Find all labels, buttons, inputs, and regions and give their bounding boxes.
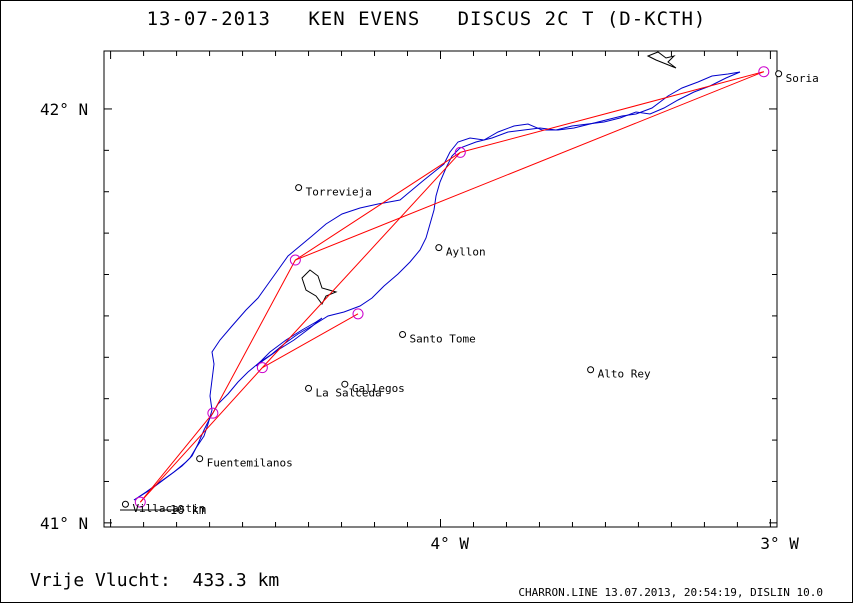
- place-marker: [295, 184, 303, 192]
- place-marker: [435, 244, 443, 252]
- place-label: Soria: [786, 72, 819, 85]
- place-markers: Soria Torrevieja Ayllon Santo Tome Alto Rey G…: [121, 70, 819, 515]
- turnpoint-marker: [289, 254, 301, 266]
- turnpoint-marker: [134, 496, 146, 508]
- task-leg: [212, 259, 296, 414]
- turnpoint-marker: [256, 362, 268, 374]
- program-info: CHARRON.LINE 13.07.2013, 20:54:19, DISLI…: [518, 586, 823, 599]
- scale-bar: 10 km: [120, 503, 206, 517]
- place-marker: [341, 380, 349, 388]
- place-marker: [775, 70, 783, 78]
- place-label: La Salceda: [316, 386, 382, 399]
- place-label: Torrevieja: [306, 186, 372, 199]
- flight-title: 13-07-2013 KEN EVENS DISCUS 2C T (D-KCTH…: [146, 8, 707, 30]
- distance-label: Vrije Vlucht: 433.3 km: [30, 570, 280, 591]
- place-marker: [305, 384, 313, 392]
- task-leg: [139, 367, 263, 503]
- axis-ticks: [104, 51, 777, 527]
- turnpoint-marker: [352, 308, 364, 320]
- lat-label: 42° N: [40, 100, 88, 119]
- place-marker: [399, 331, 407, 339]
- place-marker: [121, 500, 129, 508]
- place-label: Gallegos: [352, 382, 405, 395]
- task-leg: [295, 151, 461, 261]
- reservoir-outline: [301, 51, 677, 305]
- turnpoint-markers: [134, 66, 770, 508]
- task-leg: [139, 412, 214, 503]
- task-leg: [262, 313, 359, 369]
- axis-labels: 42° N 41° N 4° W 3° W: [40, 100, 799, 553]
- place-marker: [587, 366, 595, 374]
- place-label: Alto Rey: [598, 368, 651, 381]
- task-legs: [139, 71, 764, 503]
- lat-label: 41° N: [40, 514, 88, 533]
- scale-label: 10 km: [170, 503, 206, 517]
- task-leg: [460, 71, 764, 153]
- task-leg: [261, 152, 461, 368]
- place-label: Santo Tome: [410, 333, 476, 346]
- turnpoint-marker: [207, 407, 219, 419]
- map-plot-area: [103, 50, 778, 528]
- flight-track: [133, 71, 741, 501]
- place-marker: [196, 455, 204, 463]
- turnpoint-marker: [758, 66, 770, 78]
- lon-label: 3° W: [760, 534, 799, 553]
- place-label: Ayllon: [446, 246, 486, 259]
- place-label: Villacastin: [132, 502, 205, 515]
- lon-label: 4° W: [431, 534, 470, 553]
- turnpoint-marker: [454, 146, 466, 158]
- task-leg: [295, 71, 764, 261]
- place-label: Fuentemilanos: [207, 457, 293, 470]
